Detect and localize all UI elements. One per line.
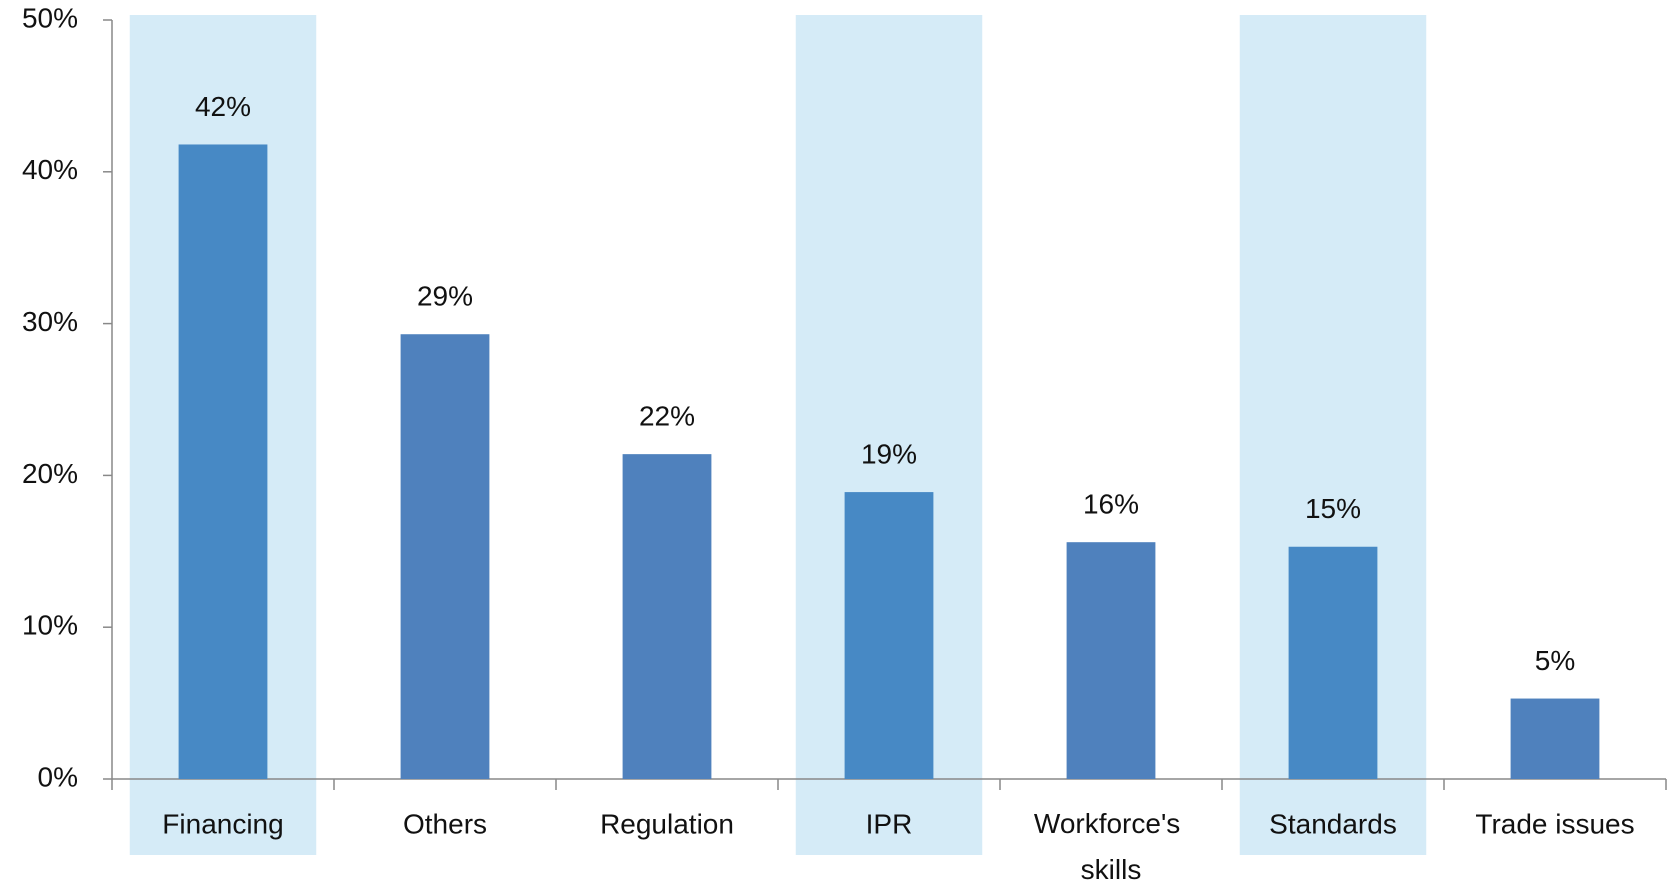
y-tick-label: 20% [22, 458, 78, 489]
data-label: 19% [861, 438, 917, 469]
x-tick-label: IPR [866, 808, 913, 839]
bar [400, 334, 490, 779]
y-tick-label: 10% [22, 610, 78, 641]
bar [1288, 546, 1378, 779]
bar [1066, 542, 1156, 779]
data-label: 16% [1083, 489, 1139, 520]
data-label: 42% [195, 91, 251, 122]
data-label: 5% [1535, 645, 1575, 676]
x-tick-label: Regulation [600, 808, 734, 839]
bar [1510, 698, 1600, 779]
bar [844, 492, 934, 779]
y-tick-label: 30% [22, 306, 78, 337]
x-tick-label: Trade issues [1475, 808, 1634, 839]
y-tick-label: 0% [38, 761, 78, 792]
bar [622, 454, 712, 779]
y-tick-label: 40% [22, 154, 78, 185]
data-label: 29% [417, 281, 473, 312]
bar [178, 144, 268, 779]
data-label: 15% [1305, 493, 1361, 524]
x-tick-label: Others [403, 808, 487, 839]
data-label: 22% [639, 401, 695, 432]
x-tick-label: Standards [1269, 808, 1397, 839]
y-tick-label: 50% [22, 2, 78, 33]
x-tick-label: Workforce's skills [1034, 808, 1188, 885]
x-tick-label: Financing [162, 808, 283, 839]
